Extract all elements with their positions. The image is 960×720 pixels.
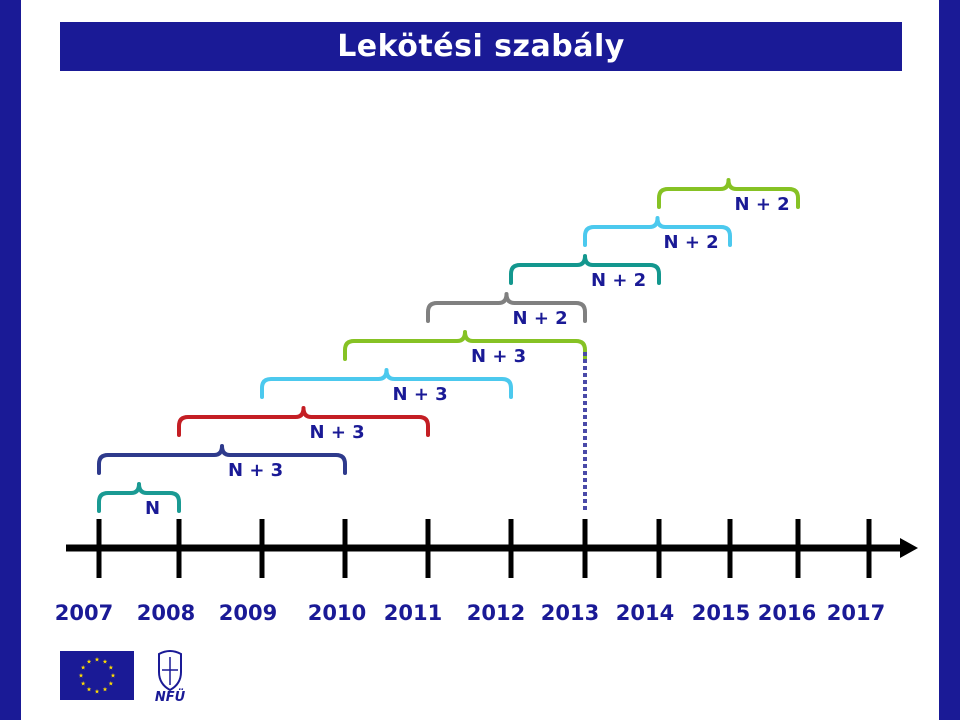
eu-star <box>94 689 100 694</box>
nfu-logo-text: NFÜ <box>155 689 186 704</box>
brace-1 <box>97 444 347 475</box>
year-label-2007: 2007 <box>55 601 113 625</box>
year-label-2011: 2011 <box>384 601 442 625</box>
brace-label-8: N + 2 <box>735 194 790 215</box>
year-label-2014: 2014 <box>616 601 674 625</box>
year-label-2015: 2015 <box>692 601 750 625</box>
year-label-2012: 2012 <box>467 601 525 625</box>
year-label-2017: 2017 <box>827 601 885 625</box>
brace-8 <box>657 178 800 209</box>
year-label-2009: 2009 <box>219 601 277 625</box>
right-frame-bar <box>939 0 960 720</box>
brace-2 <box>177 406 430 437</box>
nfu-crest-icon: NFÜ <box>155 650 186 704</box>
timeline <box>66 352 918 578</box>
brace-6 <box>509 254 661 285</box>
brace-4 <box>343 330 587 361</box>
brace-5 <box>426 292 587 323</box>
year-label-2008: 2008 <box>137 601 195 625</box>
brace-3 <box>260 368 513 399</box>
year-label-2013: 2013 <box>541 601 599 625</box>
eu-star <box>78 673 84 678</box>
brace-label-1: N + 3 <box>228 460 283 481</box>
eu-star <box>108 665 114 670</box>
eu-star <box>102 686 108 692</box>
eu-star <box>108 681 114 686</box>
year-label-2016: 2016 <box>758 601 816 625</box>
braces-layer: N N + 3 N + 3 N + 3 N + 3 N + 2 N + 2 N + 2 N + … <box>97 178 800 519</box>
eu-star <box>102 659 108 664</box>
page-title: Lekötési szabály <box>337 29 625 64</box>
brace-label-5: N + 2 <box>513 308 568 329</box>
brace-label-0: N <box>145 498 160 519</box>
brace-label-4: N + 3 <box>471 346 526 367</box>
title-banner: Lekötési szabály <box>60 22 902 71</box>
eu-star <box>80 681 86 686</box>
eu-star <box>110 673 116 678</box>
eu-flag-icon <box>60 651 134 700</box>
eu-star <box>94 657 100 662</box>
left-frame-bar <box>0 0 21 720</box>
year-label-2010: 2010 <box>308 601 366 625</box>
brace-0 <box>97 482 181 513</box>
eu-star <box>80 665 86 670</box>
eu-star <box>86 659 92 664</box>
brace-label-7: N + 2 <box>664 232 719 253</box>
eu-star <box>86 686 92 692</box>
year-labels: 2007 2008 2009 2010 2011 2012 2013 2014 2015 2016… <box>55 601 885 625</box>
brace-label-6: N + 2 <box>591 270 646 291</box>
timeline-arrowhead <box>900 538 918 558</box>
brace-label-2: N + 3 <box>310 422 365 443</box>
brace-label-3: N + 3 <box>393 384 448 405</box>
brace-7 <box>583 216 732 247</box>
